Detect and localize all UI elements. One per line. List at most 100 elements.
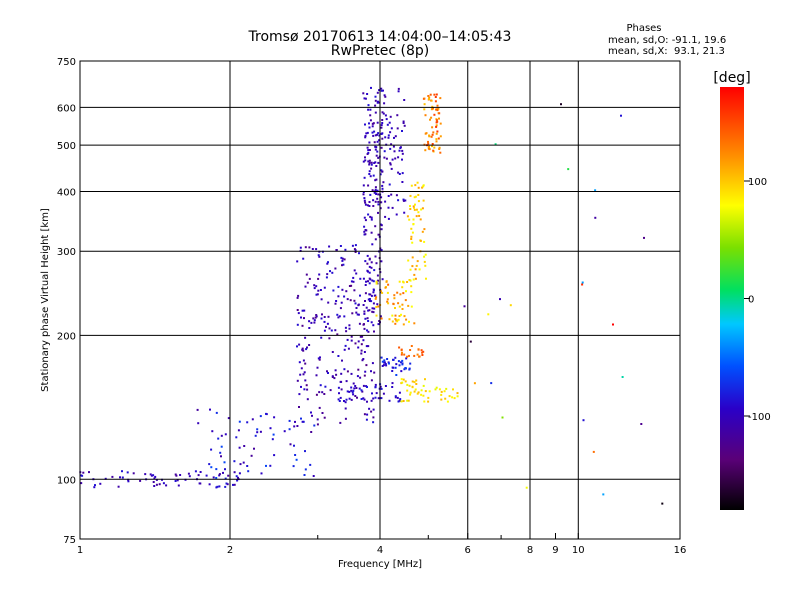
data-point — [350, 284, 353, 287]
data-point — [296, 296, 299, 299]
data-point — [236, 479, 239, 482]
data-point — [304, 362, 307, 365]
data-point — [419, 218, 422, 221]
data-point — [340, 301, 343, 304]
data-point — [304, 285, 307, 288]
data-point — [367, 280, 369, 283]
data-point — [341, 264, 343, 267]
data-point — [333, 377, 336, 380]
data-point — [640, 423, 643, 425]
data-point — [410, 235, 413, 238]
data-point — [331, 351, 334, 353]
data-point — [350, 335, 353, 338]
data-point — [487, 313, 490, 316]
data-point — [410, 285, 413, 288]
chart-title: Tromsø 20170613 14:04:00–14:05:43 — [248, 29, 512, 45]
data-point — [209, 408, 211, 411]
data-point — [374, 148, 377, 151]
data-point — [430, 116, 433, 119]
data-point — [424, 114, 427, 117]
data-point — [335, 300, 338, 302]
data-point — [294, 454, 297, 456]
data-point — [364, 159, 367, 162]
data-point — [371, 131, 374, 134]
data-point — [374, 294, 377, 297]
data-point — [82, 471, 85, 474]
data-point — [401, 308, 404, 310]
legend-line-o: mean, sd,O: -91.1, 19.6 — [608, 35, 726, 46]
data-point — [411, 385, 414, 388]
data-point — [398, 149, 401, 152]
data-point — [161, 478, 163, 481]
data-point — [370, 216, 373, 219]
data-point — [319, 289, 322, 291]
data-point — [254, 434, 257, 437]
data-point — [366, 262, 369, 265]
data-point — [117, 485, 120, 488]
data-point — [288, 428, 291, 431]
data-point — [392, 358, 394, 361]
data-point — [371, 189, 374, 192]
data-point — [341, 359, 343, 362]
data-point — [251, 418, 254, 421]
data-point — [305, 384, 308, 387]
data-point — [312, 317, 315, 320]
data-point — [370, 399, 373, 402]
data-point — [369, 108, 372, 111]
data-point — [363, 398, 366, 401]
data-point — [366, 146, 369, 149]
data-point — [427, 146, 430, 149]
data-point — [298, 343, 301, 346]
data-point — [435, 132, 438, 135]
data-point — [150, 474, 153, 477]
data-point — [412, 205, 415, 208]
data-point — [316, 418, 319, 421]
data-point — [428, 135, 431, 138]
data-point — [368, 161, 371, 164]
data-point — [354, 342, 357, 345]
data-point — [311, 414, 313, 417]
data-point — [403, 315, 406, 318]
data-point — [370, 231, 373, 234]
data-point — [368, 298, 371, 300]
data-point — [415, 379, 418, 382]
data-point — [360, 349, 363, 352]
data-point — [304, 379, 307, 382]
data-point — [406, 281, 409, 283]
data-point — [188, 475, 191, 478]
data-point — [372, 288, 375, 291]
data-point — [413, 390, 416, 393]
data-point — [380, 124, 383, 127]
data-point — [413, 206, 415, 209]
data-point — [355, 311, 358, 314]
legend-title: Phases — [626, 23, 661, 34]
data-point — [386, 358, 389, 360]
data-point — [372, 199, 375, 202]
data-point — [308, 344, 311, 346]
data-point — [427, 140, 429, 143]
legend-line-x: mean, sd,X: 93.1, 21.3 — [608, 46, 725, 57]
data-point — [582, 419, 585, 422]
data-point — [224, 485, 227, 488]
data-point — [334, 329, 337, 332]
data-point — [149, 473, 152, 476]
data-point — [372, 280, 375, 283]
data-point — [369, 119, 372, 122]
data-point — [372, 291, 375, 294]
data-point — [361, 359, 364, 362]
data-point — [298, 406, 300, 408]
data-point — [308, 320, 311, 323]
data-point — [362, 358, 365, 360]
data-point — [364, 156, 366, 159]
x-tick-label: 4 — [377, 545, 383, 556]
data-point — [377, 397, 380, 400]
data-point — [154, 475, 157, 478]
data-point — [269, 464, 272, 467]
data-point — [438, 388, 441, 391]
data-point — [398, 346, 401, 349]
data-point — [439, 122, 442, 125]
data-point — [301, 348, 304, 351]
data-point — [372, 302, 375, 305]
data-point — [210, 448, 213, 451]
data-point — [399, 398, 402, 401]
